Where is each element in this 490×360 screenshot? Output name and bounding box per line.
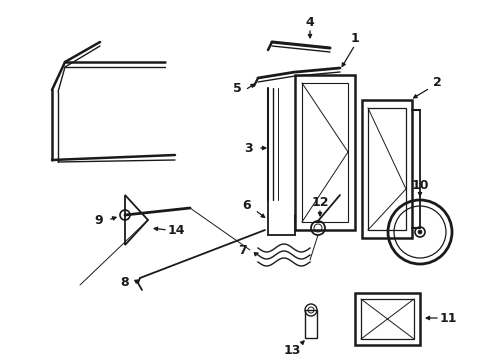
Text: 10: 10	[411, 179, 429, 192]
Text: 2: 2	[433, 76, 441, 89]
Text: 5: 5	[233, 81, 242, 95]
Text: 9: 9	[95, 213, 103, 226]
Text: 1: 1	[351, 32, 359, 45]
Text: 11: 11	[439, 311, 457, 324]
Text: 3: 3	[244, 141, 252, 154]
Text: 4: 4	[306, 15, 315, 28]
Text: 12: 12	[311, 195, 329, 208]
Text: 8: 8	[121, 275, 129, 288]
Text: 7: 7	[238, 243, 246, 257]
Text: 6: 6	[243, 198, 251, 212]
Text: 13: 13	[283, 343, 301, 356]
Circle shape	[418, 230, 422, 234]
Text: 14: 14	[167, 224, 185, 237]
